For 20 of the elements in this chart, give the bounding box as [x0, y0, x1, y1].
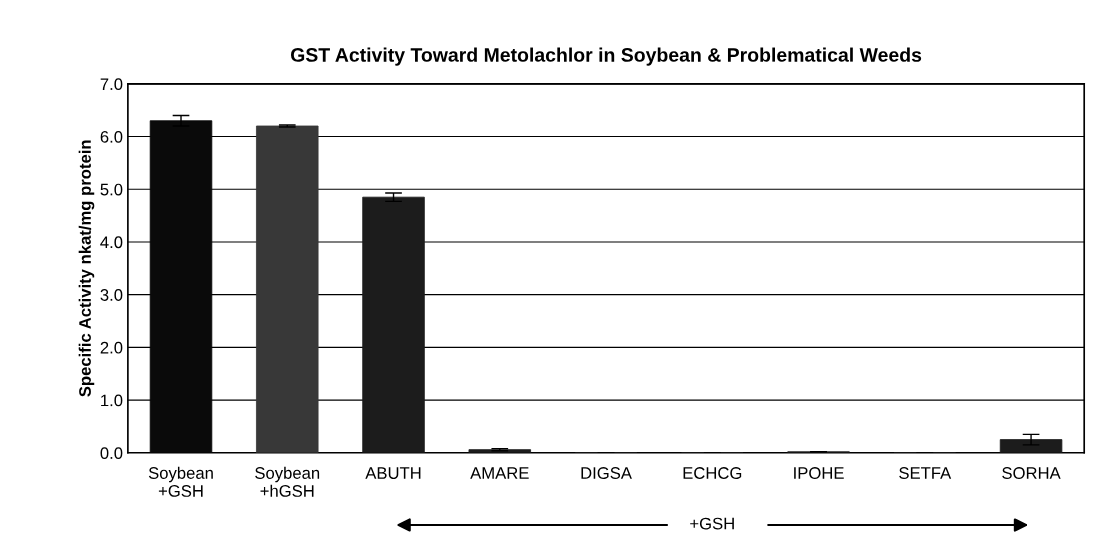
x-tick-label: Soybean +GSH [148, 466, 213, 497]
x-tick-label: DIGSA [581, 467, 632, 479]
x-tick-label: ECHCG [683, 467, 742, 479]
x-tick-label: IPOHE [794, 467, 844, 479]
y-tick-label: 6.0 [100, 130, 123, 143]
y-tick-label: 2.0 [100, 341, 123, 354]
x-tick-label: SETFA [899, 467, 952, 479]
y-tick-label: 0.0 [100, 447, 123, 459]
text: +GSH [690, 517, 734, 530]
x-tick-label: Soybean +hGSH [255, 466, 320, 497]
chart-title: GST Activity Toward Metolachlor in Soybean & Problematical Weeds [290, 47, 922, 66]
y-tick-label: 5.0 [100, 183, 123, 196]
y-tick-label: 4.0 [100, 236, 123, 249]
x-tick-label: SORHA [1002, 467, 1061, 479]
x-tick-label: AMARE [470, 467, 529, 479]
y-tick-label: 7.0 [100, 78, 123, 91]
x-tick-label: ABUTH [365, 467, 421, 479]
y-tick-label: 1.0 [101, 394, 123, 407]
y-axis-title: Specific Activity nkat/mg protein [78, 140, 95, 397]
y-tick-label: 3.0 [100, 289, 123, 301]
